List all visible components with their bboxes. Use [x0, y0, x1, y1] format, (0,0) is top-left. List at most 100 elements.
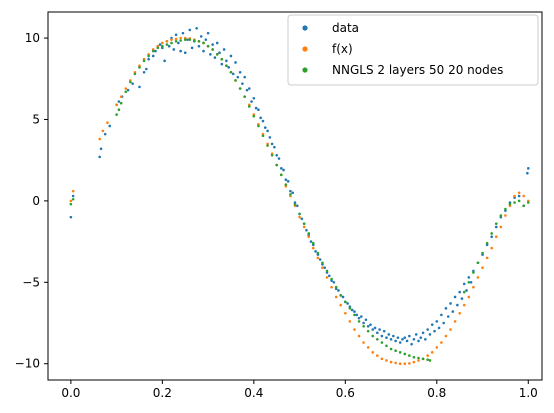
point-s2-32 — [247, 105, 251, 108]
point-s2-2 — [115, 113, 118, 116]
point-s0-117 — [387, 333, 391, 336]
point-s2-15 — [170, 41, 173, 45]
point-s0-93 — [332, 281, 336, 284]
point-s0-41 — [213, 56, 217, 59]
point-s0-14 — [147, 57, 150, 61]
point-s0-143 — [446, 315, 450, 318]
point-s2-42 — [293, 202, 297, 206]
point-s0-108 — [366, 324, 370, 328]
point-s1-66 — [394, 361, 397, 365]
point-s0-60 — [257, 108, 260, 111]
point-s2-68 — [412, 355, 416, 359]
point-s0-116 — [385, 336, 388, 339]
point-s0-74 — [289, 189, 292, 193]
point-s2-13 — [161, 44, 164, 48]
series-2 — [69, 38, 530, 362]
point-s0-21 — [167, 44, 171, 48]
point-s1-2 — [98, 137, 101, 141]
point-s0-3 — [99, 147, 103, 151]
point-s1-0 — [69, 199, 73, 203]
point-s2-22 — [202, 41, 205, 45]
point-s2-39 — [279, 173, 283, 177]
point-s0-121 — [396, 336, 400, 339]
point-s0-166 — [526, 167, 530, 170]
point-s1-85 — [481, 266, 484, 269]
point-s0-134 — [426, 328, 429, 331]
point-s2-49 — [325, 269, 329, 273]
point-s0-77 — [295, 204, 299, 208]
point-s1-70 — [412, 360, 416, 364]
point-s1-84 — [476, 276, 480, 279]
point-s0-115 — [382, 329, 386, 333]
point-s2-76 — [476, 261, 480, 265]
point-s0-64 — [266, 129, 269, 133]
point-s0-135 — [428, 333, 432, 336]
point-s2-30 — [238, 87, 242, 90]
point-s2-6 — [129, 80, 132, 84]
point-s0-103 — [355, 313, 359, 317]
point-s2-1 — [71, 197, 75, 201]
point-s1-54 — [339, 303, 343, 307]
point-s1-90 — [504, 214, 507, 217]
point-s0-79 — [300, 217, 304, 221]
point-s0-65 — [268, 136, 272, 139]
point-s2-12 — [156, 46, 160, 50]
y-tick-label: 0 — [32, 194, 40, 208]
point-s0-36 — [202, 49, 205, 53]
point-s2-29 — [234, 79, 237, 82]
point-s0-136 — [430, 323, 434, 326]
point-s1-18 — [174, 37, 178, 41]
point-s0-38 — [206, 31, 210, 35]
point-s0-1 — [71, 194, 75, 198]
point-s0-54 — [243, 75, 246, 79]
point-s2-40 — [284, 183, 288, 186]
point-s1-52 — [330, 285, 333, 289]
point-s1-6 — [119, 95, 123, 98]
point-s1-61 — [371, 351, 375, 354]
point-s0-146 — [453, 295, 457, 299]
point-s1-71 — [417, 359, 420, 362]
point-s0-83 — [309, 240, 313, 243]
point-s0-124 — [403, 336, 407, 339]
point-s2-66 — [403, 352, 407, 356]
point-s2-17 — [179, 39, 182, 42]
point-s1-17 — [170, 38, 173, 41]
point-s0-40 — [211, 43, 214, 46]
point-s2-83 — [508, 202, 512, 206]
point-s0-118 — [389, 337, 393, 341]
point-s2-64 — [394, 349, 397, 352]
point-s1-89 — [499, 225, 503, 229]
point-s0-73 — [286, 180, 290, 183]
legend: data f(x) NNGLS 2 layers 50 20 nodes — [287, 14, 539, 86]
point-s2-70 — [421, 357, 425, 361]
point-s1-82 — [467, 295, 471, 299]
point-s1-79 — [453, 320, 457, 323]
point-s2-46 — [312, 241, 315, 245]
point-s0-107 — [364, 318, 368, 322]
point-s1-58 — [357, 334, 361, 338]
x-tick-label: 0.2 — [153, 386, 172, 400]
legend-marker — [302, 25, 308, 31]
point-s2-38 — [275, 163, 279, 167]
point-s0-9 — [126, 88, 130, 92]
point-s1-51 — [325, 276, 329, 279]
point-s1-7 — [124, 87, 128, 90]
point-s2-71 — [426, 358, 429, 361]
point-s2-56 — [357, 320, 361, 323]
point-s0-2 — [98, 155, 101, 159]
point-s0-101 — [350, 308, 354, 312]
y-tick-label: 5 — [32, 112, 40, 126]
point-s2-33 — [252, 114, 256, 118]
point-s0-57 — [250, 100, 253, 103]
point-s0-48 — [229, 54, 233, 58]
point-s1-55 — [344, 311, 347, 315]
point-s0-45 — [222, 48, 226, 51]
point-s2-10 — [147, 54, 150, 58]
point-s0-51 — [236, 75, 240, 79]
point-s1-48 — [312, 246, 315, 250]
point-s0-19 — [163, 59, 166, 63]
point-s0-33 — [195, 26, 198, 30]
plot-area — [69, 26, 530, 366]
point-s0-148 — [458, 290, 461, 294]
point-s2-75 — [472, 271, 475, 274]
